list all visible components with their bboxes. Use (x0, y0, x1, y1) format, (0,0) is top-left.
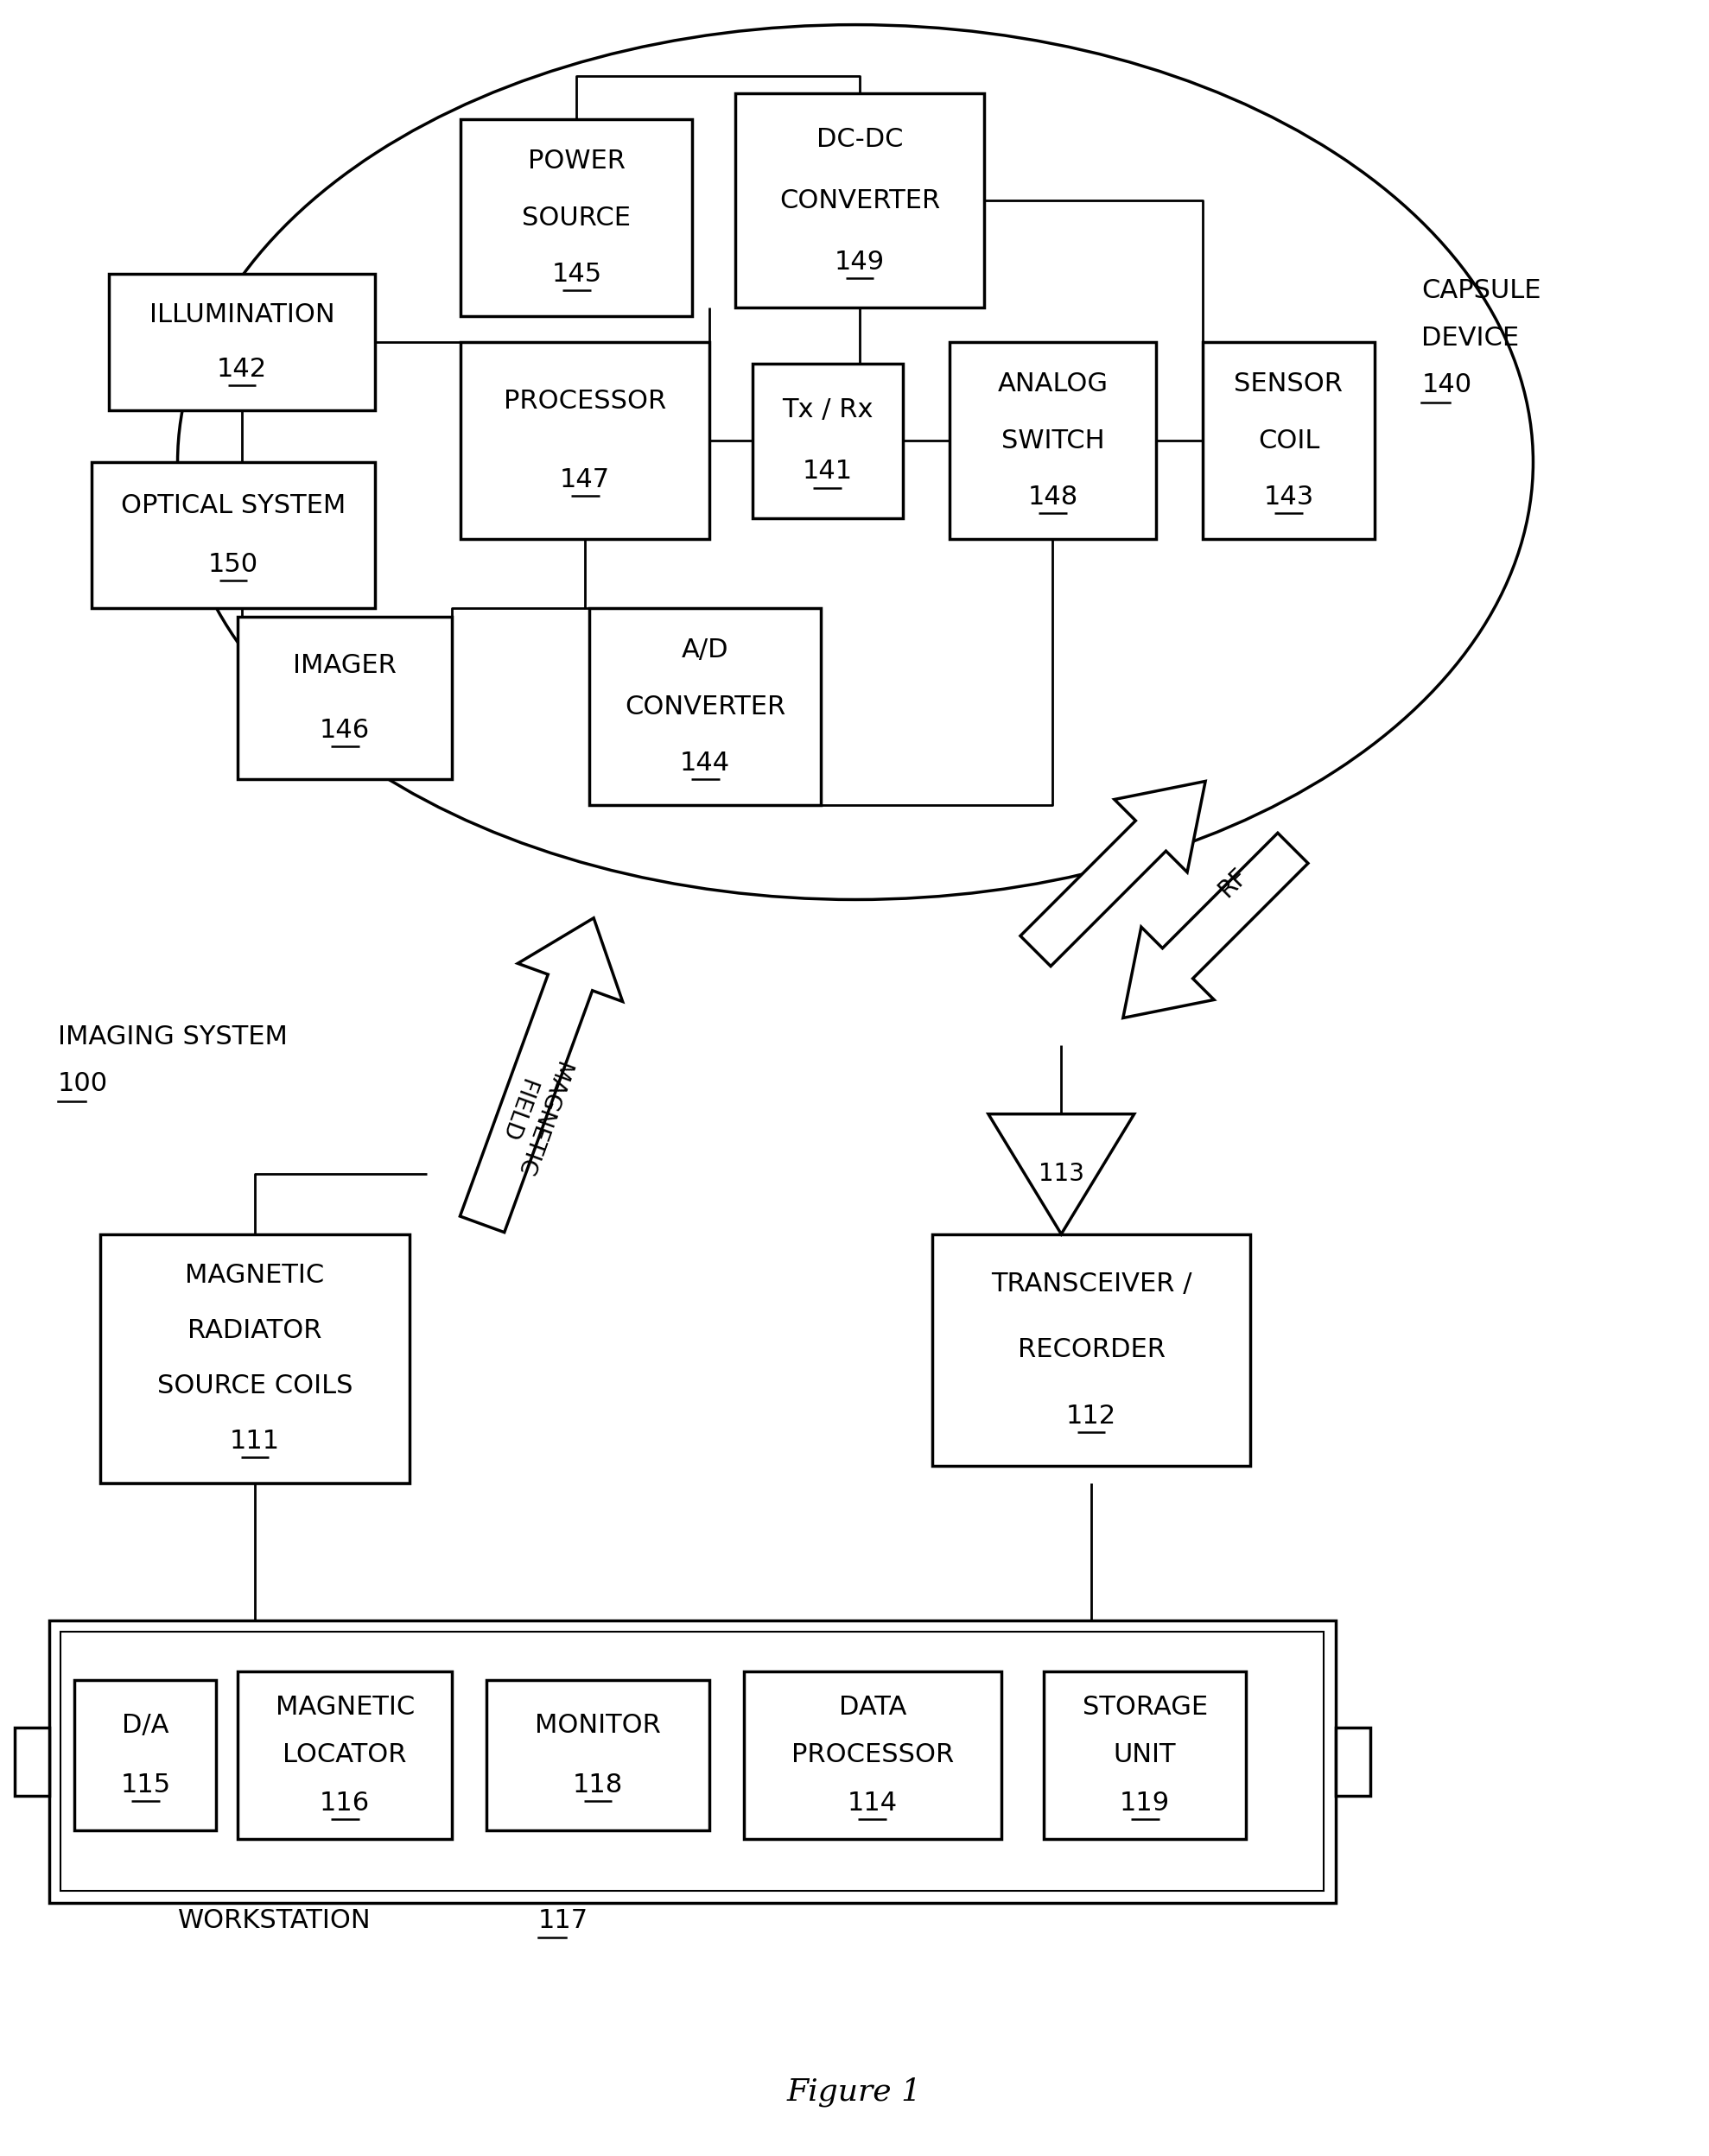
Text: SOURCE: SOURCE (521, 205, 631, 231)
Bar (735, 93, 984, 308)
Text: MONITOR: MONITOR (535, 1712, 661, 1738)
Polygon shape (1123, 832, 1307, 1018)
Bar (933, 1233, 1249, 1466)
Text: 146: 146 (320, 718, 369, 744)
Text: 149: 149 (834, 250, 885, 274)
Text: 113: 113 (1039, 1162, 1084, 1186)
Text: 119: 119 (1119, 1789, 1171, 1815)
Bar (109, 274, 374, 410)
Text: D/A: D/A (121, 1712, 169, 1738)
Text: 117: 117 (538, 1908, 588, 1932)
Text: PROCESSOR: PROCESSOR (791, 1742, 954, 1768)
Text: STORAGE: STORAGE (1082, 1695, 1208, 1720)
Text: ILLUMINATION: ILLUMINATION (149, 302, 335, 328)
Bar (101, 1233, 408, 1483)
Text: CONVERTER: CONVERTER (625, 694, 786, 720)
Bar (1336, 1727, 1371, 1796)
Text: ANALOG: ANALOG (998, 371, 1107, 397)
Polygon shape (460, 918, 622, 1233)
Text: 141: 141 (802, 459, 853, 485)
Text: 143: 143 (1263, 485, 1314, 509)
Bar (50, 1619, 1336, 1904)
Bar (950, 343, 1155, 539)
Polygon shape (988, 1115, 1135, 1233)
Bar (75, 1680, 217, 1830)
Bar (461, 343, 709, 539)
Text: UNIT: UNIT (1114, 1742, 1176, 1768)
Text: SWITCH: SWITCH (1001, 429, 1104, 453)
Text: 100: 100 (58, 1072, 108, 1097)
Text: 114: 114 (848, 1789, 897, 1815)
Text: DEVICE: DEVICE (1422, 326, 1519, 349)
Text: 145: 145 (552, 261, 602, 287)
Text: MAGNETIC: MAGNETIC (185, 1263, 325, 1287)
Bar (92, 461, 374, 608)
Text: Figure 1: Figure 1 (788, 2076, 921, 2106)
Text: MAGNETIC: MAGNETIC (275, 1695, 415, 1720)
Bar (62, 1632, 1324, 1891)
Bar (238, 617, 453, 780)
Text: PROCESSOR: PROCESSOR (504, 388, 667, 414)
Text: 144: 144 (680, 750, 730, 776)
Text: CONVERTER: CONVERTER (779, 188, 940, 213)
Polygon shape (1020, 780, 1205, 966)
Text: LOCATOR: LOCATOR (284, 1742, 407, 1768)
Bar (590, 608, 820, 804)
Text: A/D: A/D (682, 638, 728, 662)
Text: IMAGER: IMAGER (294, 653, 396, 677)
Bar (15, 1727, 50, 1796)
Text: IMAGING SYSTEM: IMAGING SYSTEM (58, 1024, 287, 1050)
Text: POWER: POWER (528, 149, 625, 175)
Text: RADIATOR: RADIATOR (188, 1317, 321, 1343)
Text: 115: 115 (120, 1772, 171, 1798)
Text: DATA: DATA (839, 1695, 906, 1720)
Bar (752, 364, 902, 517)
Text: COIL: COIL (1258, 429, 1319, 453)
Text: Tx / Rx: Tx / Rx (783, 397, 873, 423)
Text: DC-DC: DC-DC (817, 127, 902, 151)
Text: 116: 116 (320, 1789, 369, 1815)
Bar (1044, 1671, 1246, 1839)
Text: CAPSULE: CAPSULE (1422, 278, 1542, 304)
Text: OPTICAL SYSTEM: OPTICAL SYSTEM (121, 494, 345, 517)
Text: RF: RF (1213, 862, 1253, 901)
Bar (743, 1671, 1001, 1839)
Text: 112: 112 (1066, 1404, 1116, 1429)
Bar (1203, 343, 1374, 539)
Text: 150: 150 (208, 552, 258, 578)
Text: 147: 147 (561, 468, 610, 494)
Text: TRANSCEIVER /: TRANSCEIVER / (991, 1272, 1191, 1296)
Text: 118: 118 (573, 1772, 624, 1798)
Bar (487, 1680, 709, 1830)
Bar (238, 1671, 453, 1839)
Text: 148: 148 (1027, 485, 1078, 509)
Text: SENSOR: SENSOR (1234, 371, 1343, 397)
Text: 111: 111 (229, 1429, 280, 1453)
Text: SOURCE COILS: SOURCE COILS (157, 1373, 352, 1399)
Text: RECORDER: RECORDER (1017, 1337, 1166, 1363)
Text: 142: 142 (217, 358, 267, 382)
Bar (461, 119, 692, 317)
Ellipse shape (178, 24, 1533, 899)
Text: 140: 140 (1422, 373, 1471, 397)
Text: WORKSTATION: WORKSTATION (178, 1908, 371, 1932)
Text: MAGNETIC
FIELD: MAGNETIC FIELD (485, 1050, 573, 1179)
